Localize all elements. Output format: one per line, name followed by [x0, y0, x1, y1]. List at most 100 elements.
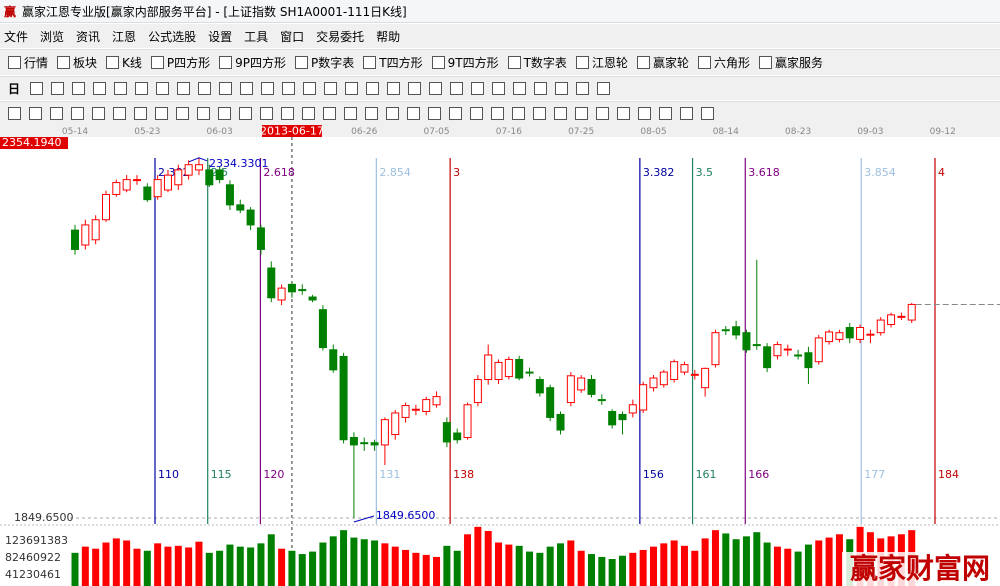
- toolbar-icon[interactable]: [303, 82, 317, 95]
- toolbar-button[interactable]: K线: [106, 54, 142, 71]
- toolbar-icon[interactable]: [701, 107, 714, 120]
- toolbar-icon[interactable]: [554, 107, 567, 120]
- toolbar-icon[interactable]: [51, 82, 65, 95]
- candle-body: [732, 326, 741, 336]
- toolbar-icon[interactable]: [323, 107, 336, 120]
- toolbar-icon[interactable]: [114, 82, 128, 95]
- toolbar-icon[interactable]: [72, 82, 86, 95]
- toolbar-icon[interactable]: [176, 107, 189, 120]
- toolbar-icon[interactable]: [533, 107, 546, 120]
- toolbar-icon[interactable]: [93, 82, 107, 95]
- toolbar-icon[interactable]: [197, 107, 210, 120]
- candle-body: [422, 399, 431, 412]
- menu-item[interactable]: 公式选股: [148, 29, 197, 44]
- toolbar-icon[interactable]: [659, 107, 672, 120]
- menu-item[interactable]: 资讯: [76, 29, 101, 44]
- toolbar-icon[interactable]: [302, 107, 315, 120]
- toolbar-icon[interactable]: [471, 82, 485, 95]
- toolbar-icon[interactable]: [450, 82, 464, 95]
- toolbar-icon[interactable]: [555, 82, 569, 95]
- toolbar-icon[interactable]: [29, 107, 42, 120]
- toolbar-icon[interactable]: [408, 82, 422, 95]
- toolbar-icon[interactable]: [198, 82, 212, 95]
- toolbar-icon[interactable]: [534, 82, 548, 95]
- gann-day: 177: [864, 468, 885, 481]
- toolbar-icon[interactable]: [428, 107, 441, 120]
- toolbar-icon[interactable]: [281, 107, 294, 120]
- toolbar-label: 赢家轮: [652, 56, 689, 70]
- toolbar-button[interactable]: P四方形: [150, 54, 210, 71]
- menu-item[interactable]: 文件: [4, 29, 29, 44]
- candle-body: [690, 373, 699, 376]
- toolbar-icon[interactable]: [491, 107, 504, 120]
- toolbar-icon[interactable]: [239, 107, 252, 120]
- menu-item[interactable]: 帮助: [376, 29, 401, 44]
- toolbar-button[interactable]: T数字表: [507, 54, 567, 71]
- toolbar-icon[interactable]: [8, 107, 21, 120]
- volume-bar: [701, 538, 709, 586]
- toolbar-icon[interactable]: [512, 107, 525, 120]
- menu-item[interactable]: 浏览: [40, 29, 65, 44]
- toolbar-icon[interactable]: [219, 82, 233, 95]
- toolbar-icon[interactable]: [156, 82, 170, 95]
- toolbar-icon: [575, 56, 589, 69]
- gann-day: 138: [453, 468, 474, 481]
- toolbar-icon[interactable]: [365, 107, 378, 120]
- toolbar-icon[interactable]: [429, 82, 443, 95]
- toolbar-icon[interactable]: [680, 107, 693, 120]
- toolbar-icon[interactable]: [344, 107, 357, 120]
- menu-item[interactable]: 江恩: [112, 29, 137, 44]
- menu-item[interactable]: 工具: [244, 29, 269, 44]
- volume-bar: [443, 545, 451, 586]
- date-highlight: [261, 125, 322, 137]
- toolbar-button[interactable]: 板块: [57, 54, 97, 71]
- toolbar-icon[interactable]: [387, 82, 401, 95]
- toolbar-label: 9T四方形: [447, 56, 499, 70]
- toolbar-icon[interactable]: [596, 107, 609, 120]
- toolbar-icon[interactable]: [218, 107, 231, 120]
- toolbar-button[interactable]: 赢家服务: [758, 54, 823, 71]
- toolbar-button[interactable]: 9T四方形: [431, 54, 499, 71]
- toolbar-icon[interactable]: [366, 82, 380, 95]
- toolbar-icon[interactable]: [155, 107, 168, 120]
- toolbar-icon[interactable]: [30, 82, 44, 95]
- candle-body: [546, 387, 555, 418]
- menu-item[interactable]: 设置: [208, 29, 233, 44]
- toolbar-button[interactable]: 六角形: [697, 54, 750, 71]
- toolbar-icon[interactable]: [92, 107, 105, 120]
- toolbar-button[interactable]: P数字表: [295, 54, 354, 71]
- toolbar-icon[interactable]: [576, 82, 590, 95]
- toolbar-icon[interactable]: [492, 82, 506, 95]
- toolbar-icon[interactable]: [135, 82, 149, 95]
- toolbar-icon[interactable]: [261, 82, 275, 95]
- toolbar-button[interactable]: T四方形: [363, 54, 423, 71]
- menu-item[interactable]: 交易委托: [316, 29, 365, 44]
- toolbar-icon[interactable]: [597, 82, 611, 95]
- toolbar-icon[interactable]: [240, 82, 254, 95]
- toolbar-icon[interactable]: [470, 107, 483, 120]
- toolbar-icon[interactable]: [50, 107, 63, 120]
- candle-body: [184, 164, 193, 176]
- toolbar-button[interactable]: 行情: [8, 54, 48, 71]
- toolbar-icon[interactable]: [134, 107, 147, 120]
- toolbar-icon[interactable]: [282, 82, 296, 95]
- toolbar-icon[interactable]: [324, 82, 338, 95]
- toolbar-icon[interactable]: [449, 107, 462, 120]
- toolbar-icon[interactable]: [575, 107, 588, 120]
- toolbar-icon[interactable]: [617, 107, 630, 120]
- toolbar-icon[interactable]: [260, 107, 273, 120]
- toolbar-icon[interactable]: [345, 82, 359, 95]
- toolbar-button[interactable]: 江恩轮: [575, 54, 628, 71]
- period-select[interactable]: 日: [8, 82, 21, 96]
- toolbar-icon[interactable]: [177, 82, 191, 95]
- toolbar-icon[interactable]: [71, 107, 84, 120]
- toolbar-icon[interactable]: [407, 107, 420, 120]
- toolbar-icon[interactable]: [113, 107, 126, 120]
- toolbar-icon[interactable]: [386, 107, 399, 120]
- toolbar-icon[interactable]: [638, 107, 651, 120]
- menu-item[interactable]: 窗口: [280, 29, 305, 44]
- candle-body: [391, 412, 400, 436]
- toolbar-button[interactable]: 赢家轮: [636, 54, 689, 71]
- toolbar-icon[interactable]: [513, 82, 527, 95]
- toolbar-button[interactable]: 9P四方形: [219, 54, 286, 71]
